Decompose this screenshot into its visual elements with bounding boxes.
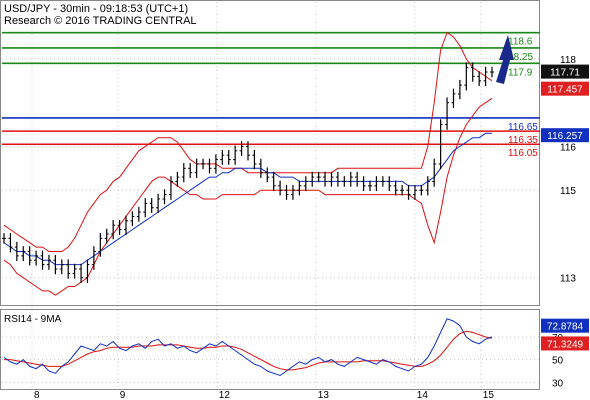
upper-band-value-box [541, 81, 589, 96]
last-price-label: 117.71 [550, 68, 580, 79]
rsi-ma-line [4, 330, 493, 371]
chart-title: USD/JPY - 30min - 09:18:53 (UTC+1) [4, 3, 188, 15]
indicator-title: RSI14 - 9MA [4, 314, 62, 325]
ma-value-label: 116.257 [547, 131, 583, 142]
rsi-tick-label: 30 [552, 378, 564, 389]
rsi-value-label: 72.8784 [547, 322, 584, 333]
moving-average-line [3, 132, 492, 266]
y-tick-label: 113 [560, 274, 576, 285]
level-label: 118.6 [508, 37, 533, 48]
level-label: 18.25 [508, 52, 533, 63]
level-label: 117.9 [508, 67, 533, 78]
projection-arrow-icon [496, 35, 514, 84]
last-price-box [541, 64, 589, 79]
x-tick-label: 13 [318, 390, 330, 400]
indicator-panel-frame [0, 309, 540, 390]
level-label: 116.05 [508, 148, 538, 159]
price-panel-frame [0, 0, 540, 306]
rsi-ma-value-box [541, 336, 589, 351]
y-tick-label: 116 [560, 142, 576, 153]
x-tick-label: 15 [483, 390, 495, 400]
x-tick-label: 8 [34, 390, 40, 400]
ma-value-box [541, 128, 589, 143]
rsi-ma-value-label: 71.3249 [547, 339, 584, 350]
rsi-value-box [541, 318, 589, 333]
x-tick-label: 14 [417, 390, 429, 400]
x-tick-label: 12 [219, 390, 231, 400]
level-label: 116.35 [508, 135, 538, 146]
research-credit: Research © 2016 TRADING CENTRAL [4, 15, 197, 27]
y-tick-label: 118 [560, 55, 576, 66]
rsi-line [3, 318, 493, 377]
rsi-tick-label: 50 [552, 356, 564, 367]
upper-band-value-label: 117.457 [547, 85, 583, 96]
level-label: 116.65 [508, 122, 538, 133]
x-tick-label: 9 [120, 390, 126, 400]
y-tick-label: 115 [560, 186, 576, 197]
bollinger-lower-line [3, 97, 493, 296]
bollinger-upper-line [3, 31, 493, 252]
